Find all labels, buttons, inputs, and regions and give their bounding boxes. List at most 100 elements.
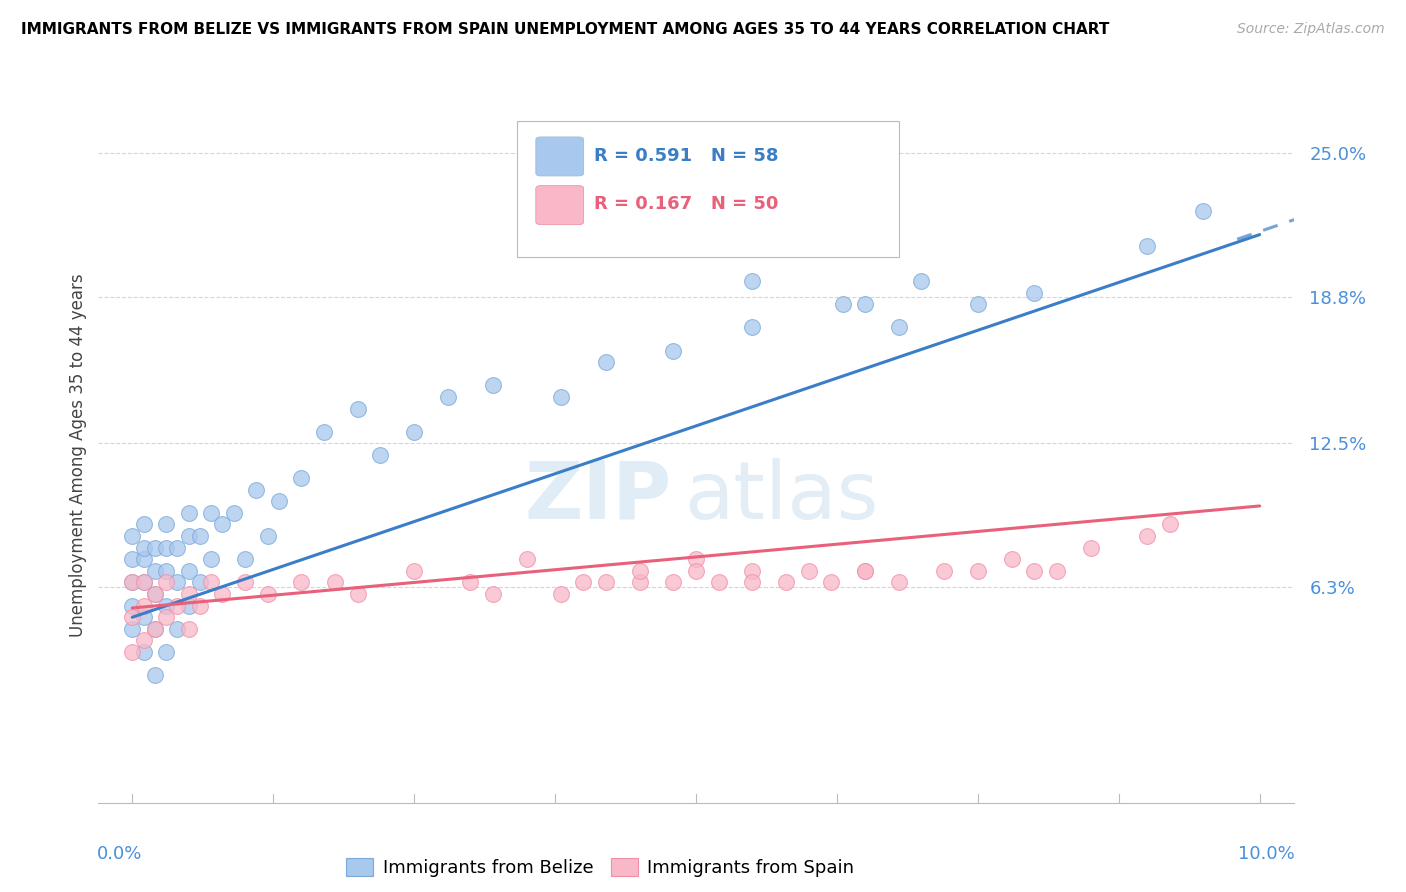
Point [233,575,256,590]
Point [346,401,368,416]
Point [166,599,188,613]
Point [155,599,177,613]
Point [966,564,988,578]
Point [177,599,200,613]
Point [662,575,685,590]
Point [516,552,538,566]
Point [155,645,177,659]
Text: R = 0.591   N = 58: R = 0.591 N = 58 [595,147,779,165]
Point [572,575,595,590]
Point [143,668,166,682]
Point [121,645,143,659]
Point [132,517,155,532]
Point [166,575,188,590]
Point [233,552,256,566]
Point [200,575,222,590]
Point [853,564,876,578]
Point [685,564,707,578]
Point [188,529,211,543]
Point [132,575,155,590]
Point [662,343,685,358]
Point [550,587,572,601]
Point [132,575,155,590]
Point [132,541,155,555]
Point [831,297,853,311]
Point [741,320,763,334]
Point [741,564,763,578]
Point [155,610,177,624]
Point [312,425,335,439]
Point [222,506,245,520]
Point [685,552,707,566]
Point [177,529,200,543]
Point [121,552,143,566]
Point [932,564,955,578]
Point [323,575,346,590]
Y-axis label: Unemployment Among Ages 35 to 44 years: Unemployment Among Ages 35 to 44 years [69,273,87,637]
FancyBboxPatch shape [536,137,583,176]
Point [1136,529,1159,543]
Point [177,564,200,578]
Point [1024,564,1046,578]
Point [177,506,200,520]
Point [143,587,166,601]
Point [121,575,143,590]
Point [482,587,505,601]
Point [121,610,143,624]
Text: atlas: atlas [685,458,879,536]
Point [132,552,155,566]
Point [1001,552,1024,566]
Point [188,575,211,590]
FancyBboxPatch shape [536,186,583,225]
Point [966,297,988,311]
Point [404,425,426,439]
Point [628,564,651,578]
Point [482,378,505,392]
Point [132,645,155,659]
Point [550,390,572,404]
Point [775,575,797,590]
Point [290,575,312,590]
Legend: Immigrants from Belize, Immigrants from Spain: Immigrants from Belize, Immigrants from … [339,850,862,884]
Text: R = 0.167   N = 50: R = 0.167 N = 50 [595,195,779,213]
Text: 10.0%: 10.0% [1237,845,1295,863]
Point [1046,564,1069,578]
Point [143,541,166,555]
Point [143,622,166,636]
Point [1192,204,1215,219]
Point [155,517,177,532]
Point [177,622,200,636]
Point [853,297,876,311]
Point [177,587,200,601]
Point [211,587,233,601]
Point [1080,541,1102,555]
Point [166,541,188,555]
Point [256,587,278,601]
Text: 0.0%: 0.0% [97,845,142,863]
Point [132,633,155,648]
Point [1136,239,1159,253]
Point [910,274,932,288]
Point [346,587,368,601]
Point [290,471,312,485]
Point [707,575,730,590]
Text: ZIP: ZIP [524,458,672,536]
Point [132,599,155,613]
Point [595,575,617,590]
Point [267,494,290,508]
Point [741,575,763,590]
Point [155,564,177,578]
Point [887,575,910,590]
Point [595,355,617,369]
Point [200,552,222,566]
Point [797,564,820,578]
Point [820,575,842,590]
Point [166,622,188,636]
Point [143,564,166,578]
Point [155,575,177,590]
Point [368,448,391,462]
Point [628,575,651,590]
Point [853,564,876,578]
Point [121,599,143,613]
Point [741,274,763,288]
